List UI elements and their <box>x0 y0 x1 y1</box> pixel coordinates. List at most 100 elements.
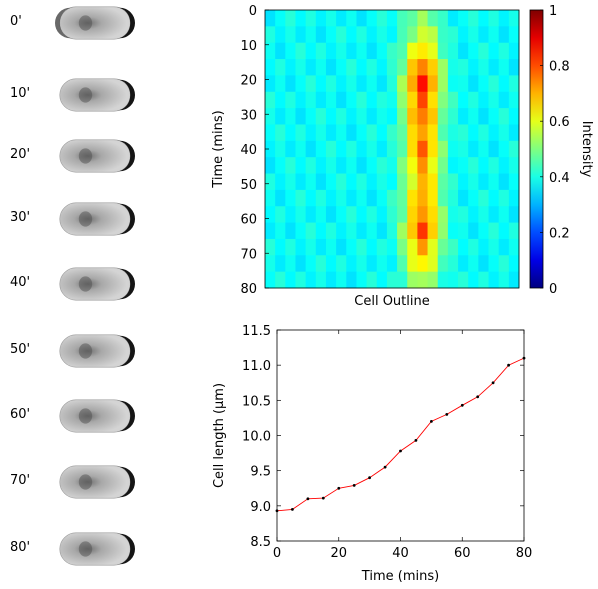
heatmap-cell <box>397 59 408 76</box>
heatmap-cell <box>447 238 459 256</box>
y-tick-label: 20 <box>240 74 257 89</box>
heatmap-cell <box>356 173 367 191</box>
data-point <box>491 381 495 385</box>
heatmap-cell <box>295 26 307 44</box>
cell-image <box>59 78 135 112</box>
heatmap-cell <box>478 222 489 240</box>
heatmap-cell <box>265 157 276 174</box>
heatmap-cell <box>488 59 500 76</box>
heatmap-cell <box>366 42 378 60</box>
heatmap-cell <box>458 271 469 289</box>
heatmap-cell <box>356 140 367 158</box>
data-point <box>430 420 433 423</box>
heatmap-cell <box>417 26 428 44</box>
heatmap-cell <box>397 26 408 44</box>
heatmap-cell <box>447 75 459 93</box>
heatmap-cell <box>508 173 520 191</box>
heatmap-cell <box>325 189 337 207</box>
heatmap-cell <box>295 255 307 273</box>
heatmap-cell <box>295 140 307 158</box>
heatmap-cell <box>437 222 449 240</box>
heatmap-cell <box>498 91 510 109</box>
line-y-axis-label: Cell length (µm) <box>212 383 227 488</box>
heatmap-cell <box>447 124 459 142</box>
heatmap-cell <box>508 157 520 174</box>
heatmap-cell <box>397 10 408 27</box>
heatmap-cell <box>447 10 459 27</box>
heatmap-cell <box>336 124 347 142</box>
heatmap-cell <box>295 91 307 109</box>
heatmap-cell <box>356 271 367 289</box>
heatmap-cell <box>336 255 347 273</box>
heatmap-cell <box>346 42 357 60</box>
heatmap-cell <box>437 173 449 191</box>
heatmap-cell <box>366 140 378 158</box>
heatmap-cell <box>508 59 520 76</box>
heatmap-cell <box>285 108 296 125</box>
x-tick-label: 40 <box>392 546 409 561</box>
y-tick-label: 60 <box>240 213 257 228</box>
heatmap-cell <box>295 75 307 93</box>
heatmap-cell <box>386 10 398 27</box>
heatmap-cell <box>386 108 398 125</box>
heatmap-cell <box>488 222 500 240</box>
heatmap-cell <box>346 124 357 142</box>
heatmap-cell <box>478 206 489 223</box>
heatmap-cell <box>498 173 510 191</box>
cell-image <box>59 267 135 301</box>
heatmap-cell <box>488 255 500 273</box>
heatmap-cell <box>437 108 449 125</box>
heatmap-cell <box>447 271 459 289</box>
heatmap-cell <box>376 26 388 44</box>
heatmap-cell <box>315 26 327 44</box>
heatmap-cell <box>336 59 347 76</box>
heatmap-cell <box>285 206 296 223</box>
data-point <box>399 449 402 453</box>
heatmap-cell <box>275 271 286 289</box>
data-point <box>460 403 464 407</box>
heatmap-cell <box>346 271 357 289</box>
heatmap-cell <box>468 157 479 174</box>
heatmap-cell <box>468 222 479 240</box>
heatmap-cell <box>285 10 296 27</box>
heatmap-cell <box>458 255 469 273</box>
heatmap-cell <box>285 238 296 256</box>
heatmap-cell <box>508 26 520 44</box>
heatmap-cell <box>498 222 510 240</box>
heatmap-cell <box>376 140 388 158</box>
heatmap-cell <box>427 189 439 207</box>
heatmap-cell <box>417 206 428 223</box>
heatmap-cell <box>417 59 428 76</box>
heatmap-cell <box>498 59 510 76</box>
heatmap-cell <box>315 189 327 207</box>
heatmap-cell <box>275 42 286 60</box>
heatmap-cell <box>508 91 520 109</box>
heatmap-cell <box>376 222 388 240</box>
heatmap-cell <box>427 42 439 60</box>
heatmap-cell <box>407 238 418 256</box>
data-point <box>275 509 279 513</box>
heatmap-cell <box>458 26 469 44</box>
heatmap-cell <box>498 206 510 223</box>
heatmap-cell <box>508 238 520 256</box>
heatmap-cell <box>356 42 367 60</box>
heatmap-cell <box>265 271 276 289</box>
heatmap-cell <box>305 222 317 240</box>
cell-image <box>59 399 135 433</box>
heatmap-cell <box>386 255 398 273</box>
heatmap-cell <box>427 26 439 44</box>
heatmap-cell <box>407 59 418 76</box>
heatmap-cell <box>498 124 510 142</box>
heatmap-cell <box>265 108 276 125</box>
heatmap-cell <box>478 26 489 44</box>
heatmap-cell <box>346 26 357 44</box>
heatmap-cell <box>488 140 500 158</box>
heatmap-cell <box>285 59 296 76</box>
cell-image <box>55 6 135 40</box>
heatmap-cell <box>336 26 347 44</box>
colorbar-tick-label: 0.2 <box>549 226 570 241</box>
heatmap-cell <box>265 238 276 256</box>
heatmap-cell <box>437 42 449 60</box>
heatmap-cell <box>478 59 489 76</box>
heatmap-cell <box>265 75 276 93</box>
